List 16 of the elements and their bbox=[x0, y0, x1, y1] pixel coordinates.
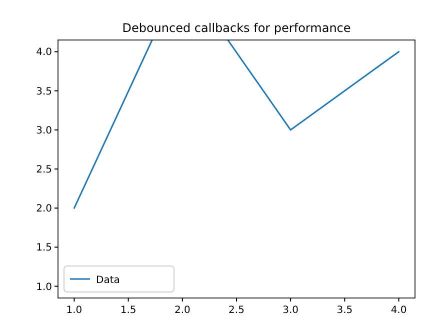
x-tick-label: 1.5 bbox=[120, 305, 136, 316]
x-tick-label: 4.0 bbox=[390, 305, 407, 316]
y-tick-label: 1.0 bbox=[36, 282, 52, 293]
legend-label: Data bbox=[96, 275, 120, 286]
x-tick-label: 1.0 bbox=[66, 305, 82, 316]
y-tick-label: 3.0 bbox=[36, 125, 52, 136]
y-tick-label: 2.0 bbox=[36, 204, 52, 215]
x-tick-label: 3.0 bbox=[282, 305, 299, 316]
y-tick-label: 1.5 bbox=[36, 242, 52, 254]
x-tick-label: 3.5 bbox=[336, 305, 353, 316]
y-tick-label: 3.5 bbox=[36, 86, 52, 98]
x-tick-label: 2.5 bbox=[228, 305, 244, 316]
y-tick-label: 4.0 bbox=[36, 47, 52, 58]
y-tick-label: 2.5 bbox=[36, 164, 52, 176]
chart-title: Debounced callbacks for performance bbox=[122, 21, 351, 35]
x-tick-label: 2.0 bbox=[174, 305, 190, 316]
